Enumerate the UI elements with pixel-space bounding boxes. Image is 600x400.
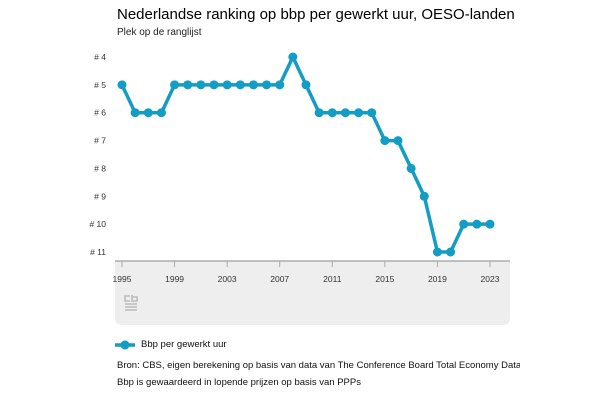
data-point	[472, 219, 482, 229]
data-point	[406, 163, 416, 173]
data-point	[367, 108, 377, 118]
data-point	[446, 247, 456, 257]
legend	[115, 340, 135, 350]
data-point	[354, 108, 364, 118]
x-tick-label: 2019	[428, 274, 447, 284]
data-point	[262, 80, 272, 90]
x-tick-label: 2023	[481, 274, 500, 284]
cbs-logo	[124, 295, 138, 311]
y-tick-label: # 10	[89, 219, 106, 229]
data-point	[288, 52, 298, 62]
source-note: Bron: CBS, eigen berekening op basis van…	[117, 360, 520, 371]
data-point	[209, 80, 219, 90]
y-tick-label: # 6	[94, 108, 106, 118]
x-axis-band	[115, 261, 510, 325]
data-point	[170, 80, 180, 90]
data-point	[301, 80, 311, 90]
footnote: Bbp is gewaardeerd in lopende prijzen op…	[117, 377, 361, 388]
data-point	[432, 247, 442, 257]
x-tick-label: 2011	[323, 274, 342, 284]
data-point	[340, 108, 350, 118]
y-tick-label: # 4	[94, 52, 106, 62]
data-point	[419, 191, 429, 201]
data-point	[275, 80, 285, 90]
legend-marker-icon	[120, 340, 130, 350]
legend-label: Bbp per gewerkt uur	[141, 339, 227, 350]
data-point	[235, 80, 245, 90]
data-point	[196, 80, 206, 90]
data-point	[143, 108, 153, 118]
y-tick-label: # 5	[94, 80, 106, 90]
data-point	[248, 80, 258, 90]
x-tick-label: 2015	[375, 274, 394, 284]
data-point	[117, 80, 127, 90]
data-point	[222, 80, 232, 90]
y-axis-label: Plek op de ranglijst	[117, 27, 202, 38]
data-point	[156, 108, 166, 118]
data-point	[130, 108, 140, 118]
data-point	[485, 219, 495, 229]
x-tick-label: 2007	[270, 274, 289, 284]
chart-title: Nederlandse ranking op bbp per gewerkt u…	[117, 6, 515, 23]
data-point	[183, 80, 193, 90]
y-tick-label: # 7	[94, 136, 106, 146]
x-tick-label: 2003	[218, 274, 237, 284]
data-point	[459, 219, 469, 229]
data-point	[393, 136, 403, 146]
y-tick-label: # 11	[90, 247, 106, 257]
y-tick-label: # 8	[94, 163, 106, 173]
data-point	[380, 136, 390, 146]
y-tick-label: # 9	[94, 191, 106, 201]
data-point	[314, 108, 324, 118]
x-tick-label: 1999	[165, 274, 184, 284]
data-point	[327, 108, 337, 118]
x-tick-label: 1995	[113, 274, 132, 284]
